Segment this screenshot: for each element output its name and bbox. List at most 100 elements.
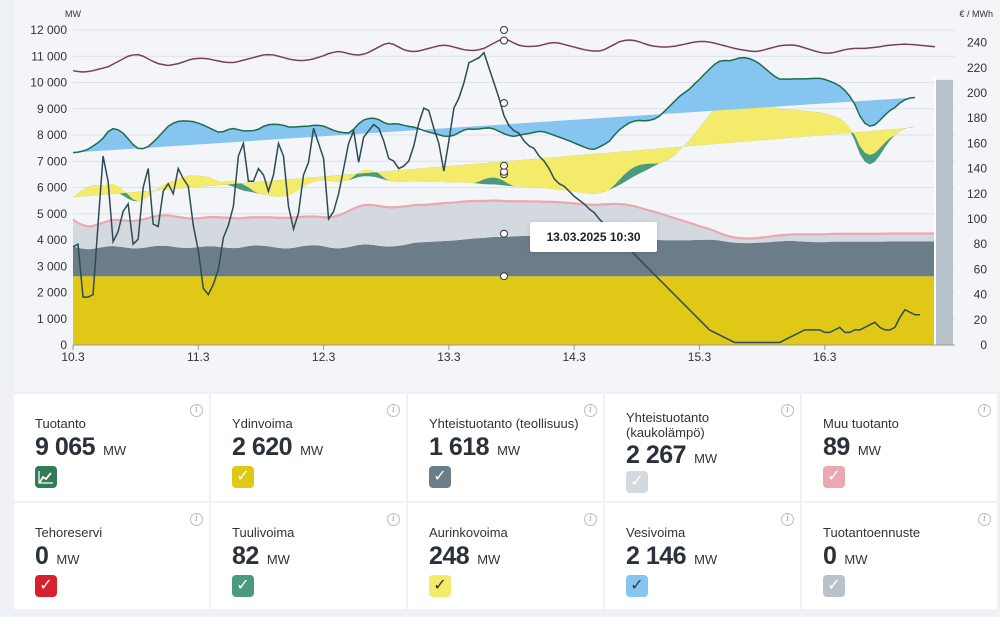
check-icon[interactable]: ✓ xyxy=(429,575,451,597)
area-aurinkovoima xyxy=(73,94,915,201)
card-value: 9 065 xyxy=(35,433,95,462)
check-icon[interactable]: ✓ xyxy=(429,466,451,488)
card-title: Tehoreservi xyxy=(35,525,191,541)
y-left-tick-label: 12 000 xyxy=(30,23,67,37)
info-icon[interactable]: i xyxy=(387,513,400,526)
info-icon[interactable]: i xyxy=(387,404,400,417)
check-icon[interactable]: ✓ xyxy=(823,466,845,488)
info-icon[interactable]: i xyxy=(190,513,203,526)
x-tick-label: 14.3 xyxy=(562,350,586,364)
card-value: 248 xyxy=(429,542,469,571)
card-value: 2 620 xyxy=(232,433,292,462)
card-tuotanto[interactable]: i Tuotanto 9 065 MW xyxy=(14,394,209,501)
y-left-tick-label: 4 000 xyxy=(37,233,67,247)
y-right-unit: € / MWh xyxy=(959,9,993,19)
card-title: Tuotantoennuste xyxy=(823,525,979,541)
production-chart[interactable]: 0 1 000 2 000 3 000 4 000 5 000 6 000 7 000 8 00… xyxy=(14,0,1000,392)
hover-point xyxy=(501,273,508,280)
forecast-area xyxy=(935,80,953,345)
x-tick-label: 16.3 xyxy=(813,350,837,364)
y-right-tick-label: 200 xyxy=(967,86,987,100)
info-icon[interactable]: i xyxy=(781,513,794,526)
card-title: Tuulivoima xyxy=(232,525,388,541)
y-right-tick-label: 60 xyxy=(974,262,988,276)
card-unit: MW xyxy=(694,552,717,567)
info-icon[interactable]: i xyxy=(978,404,991,417)
y-left-tick-label: 11 000 xyxy=(31,49,67,63)
card-unit: MW xyxy=(497,443,520,458)
card-title: Ydinvoima xyxy=(232,416,388,432)
card-unit: MW xyxy=(694,451,717,466)
y-left-tick-label: 9 000 xyxy=(37,102,67,116)
hover-point xyxy=(501,37,508,44)
y-right-tick-label: 160 xyxy=(967,136,987,150)
hover-point xyxy=(501,99,508,106)
x-tick-label: 13.3 xyxy=(437,350,461,364)
y-left-tick-label: 8 000 xyxy=(37,128,67,142)
x-tick-label: 15.3 xyxy=(688,350,712,364)
y-left-tick-label: 1 000 xyxy=(37,312,67,326)
y-left-unit: MW xyxy=(65,9,81,19)
y-right-tick-label: 180 xyxy=(967,111,987,125)
card-yhteistuotanto-teollisuus[interactable]: i Yhteistuotanto (teollisuus) 1 618 MW ✓ xyxy=(408,394,603,501)
card-yhteistuotanto-kaukolampo[interactable]: i Yhteistuotanto (kaukolämpö) 2 267 MW ✓ xyxy=(605,394,800,501)
hover-point xyxy=(501,27,508,34)
card-unit: MW xyxy=(844,552,867,567)
card-value: 2 267 xyxy=(626,441,686,470)
card-tuotantoennuste[interactable]: i Tuotantoennuste 0 MW ✓ xyxy=(802,503,997,610)
y-right-tick-label: 80 xyxy=(974,237,988,251)
y-right-tick-label: 20 xyxy=(974,313,988,327)
info-icon[interactable]: i xyxy=(190,404,203,417)
card-unit: MW xyxy=(103,443,126,458)
x-tick-label: 11.3 xyxy=(187,350,210,364)
y-right-tick-label: 0 xyxy=(980,338,987,352)
area-vesivoima xyxy=(73,58,915,153)
card-muu-tuotanto[interactable]: i Muu tuotanto 89 MW ✓ xyxy=(802,394,997,501)
y-right-tick-label: 140 xyxy=(967,162,987,176)
production-cards: i Tuotanto 9 065 MW i Ydinvoima 2 620 MW ✓… xyxy=(14,394,997,609)
info-icon[interactable]: i xyxy=(584,404,597,417)
card-value: 1 618 xyxy=(429,433,489,462)
card-ydinvoima[interactable]: i Ydinvoima 2 620 MW ✓ xyxy=(211,394,406,501)
card-value: 0 xyxy=(823,542,836,571)
check-icon[interactable]: ✓ xyxy=(232,466,254,488)
card-tuulivoima[interactable]: i Tuulivoima 82 MW ✓ xyxy=(211,503,406,610)
card-value: 0 xyxy=(35,542,48,571)
x-tick-label: 12.3 xyxy=(312,350,336,364)
y-right-tick-label: 240 xyxy=(967,36,987,50)
chart-icon[interactable] xyxy=(35,466,57,488)
card-title: Aurinkovoima xyxy=(429,525,585,541)
card-unit: MW xyxy=(300,443,323,458)
y-right-tick-label: 100 xyxy=(967,212,987,226)
card-value: 82 xyxy=(232,542,259,571)
info-icon[interactable]: i xyxy=(781,404,794,417)
y-left-tick-label: 2 000 xyxy=(37,286,67,300)
card-unit: MW xyxy=(477,552,500,567)
chart-panel: 0 1 000 2 000 3 000 4 000 5 000 6 000 7 000 8 00… xyxy=(14,0,1000,392)
info-icon[interactable]: i xyxy=(978,513,991,526)
check-icon[interactable]: ✓ xyxy=(626,575,648,597)
hover-point xyxy=(501,162,508,169)
y-left-tick-label: 6 000 xyxy=(37,181,67,195)
hover-point xyxy=(501,230,508,237)
info-icon[interactable]: i xyxy=(584,513,597,526)
x-tick-label: 10.3 xyxy=(61,350,85,364)
card-unit: MW xyxy=(858,443,881,458)
card-title: Yhteistuotanto (teollisuus) xyxy=(429,416,585,432)
card-aurinkovoima[interactable]: i Aurinkovoima 248 MW ✓ xyxy=(408,503,603,610)
card-value: 2 146 xyxy=(626,542,686,571)
check-icon[interactable]: ✓ xyxy=(35,575,57,597)
check-icon[interactable]: ✓ xyxy=(626,471,648,493)
card-vesivoima[interactable]: i Vesivoima 2 146 MW ✓ xyxy=(605,503,800,610)
card-unit: MW xyxy=(56,552,79,567)
y-left-tick-label: 5 000 xyxy=(37,207,67,221)
y-right-tick-label: 220 xyxy=(967,61,987,75)
chart-tooltip: 13.03.2025 10:30 xyxy=(530,222,657,252)
card-tehoreservi[interactable]: i Tehoreservi 0 MW ✓ xyxy=(14,503,209,610)
y-right-tick-label: 40 xyxy=(974,288,988,302)
area-ydinvoima xyxy=(73,276,935,345)
check-icon[interactable]: ✓ xyxy=(823,575,845,597)
y-right-tick-label: 120 xyxy=(967,187,987,201)
y-left-tick-label: 3 000 xyxy=(37,259,67,273)
check-icon[interactable]: ✓ xyxy=(232,575,254,597)
